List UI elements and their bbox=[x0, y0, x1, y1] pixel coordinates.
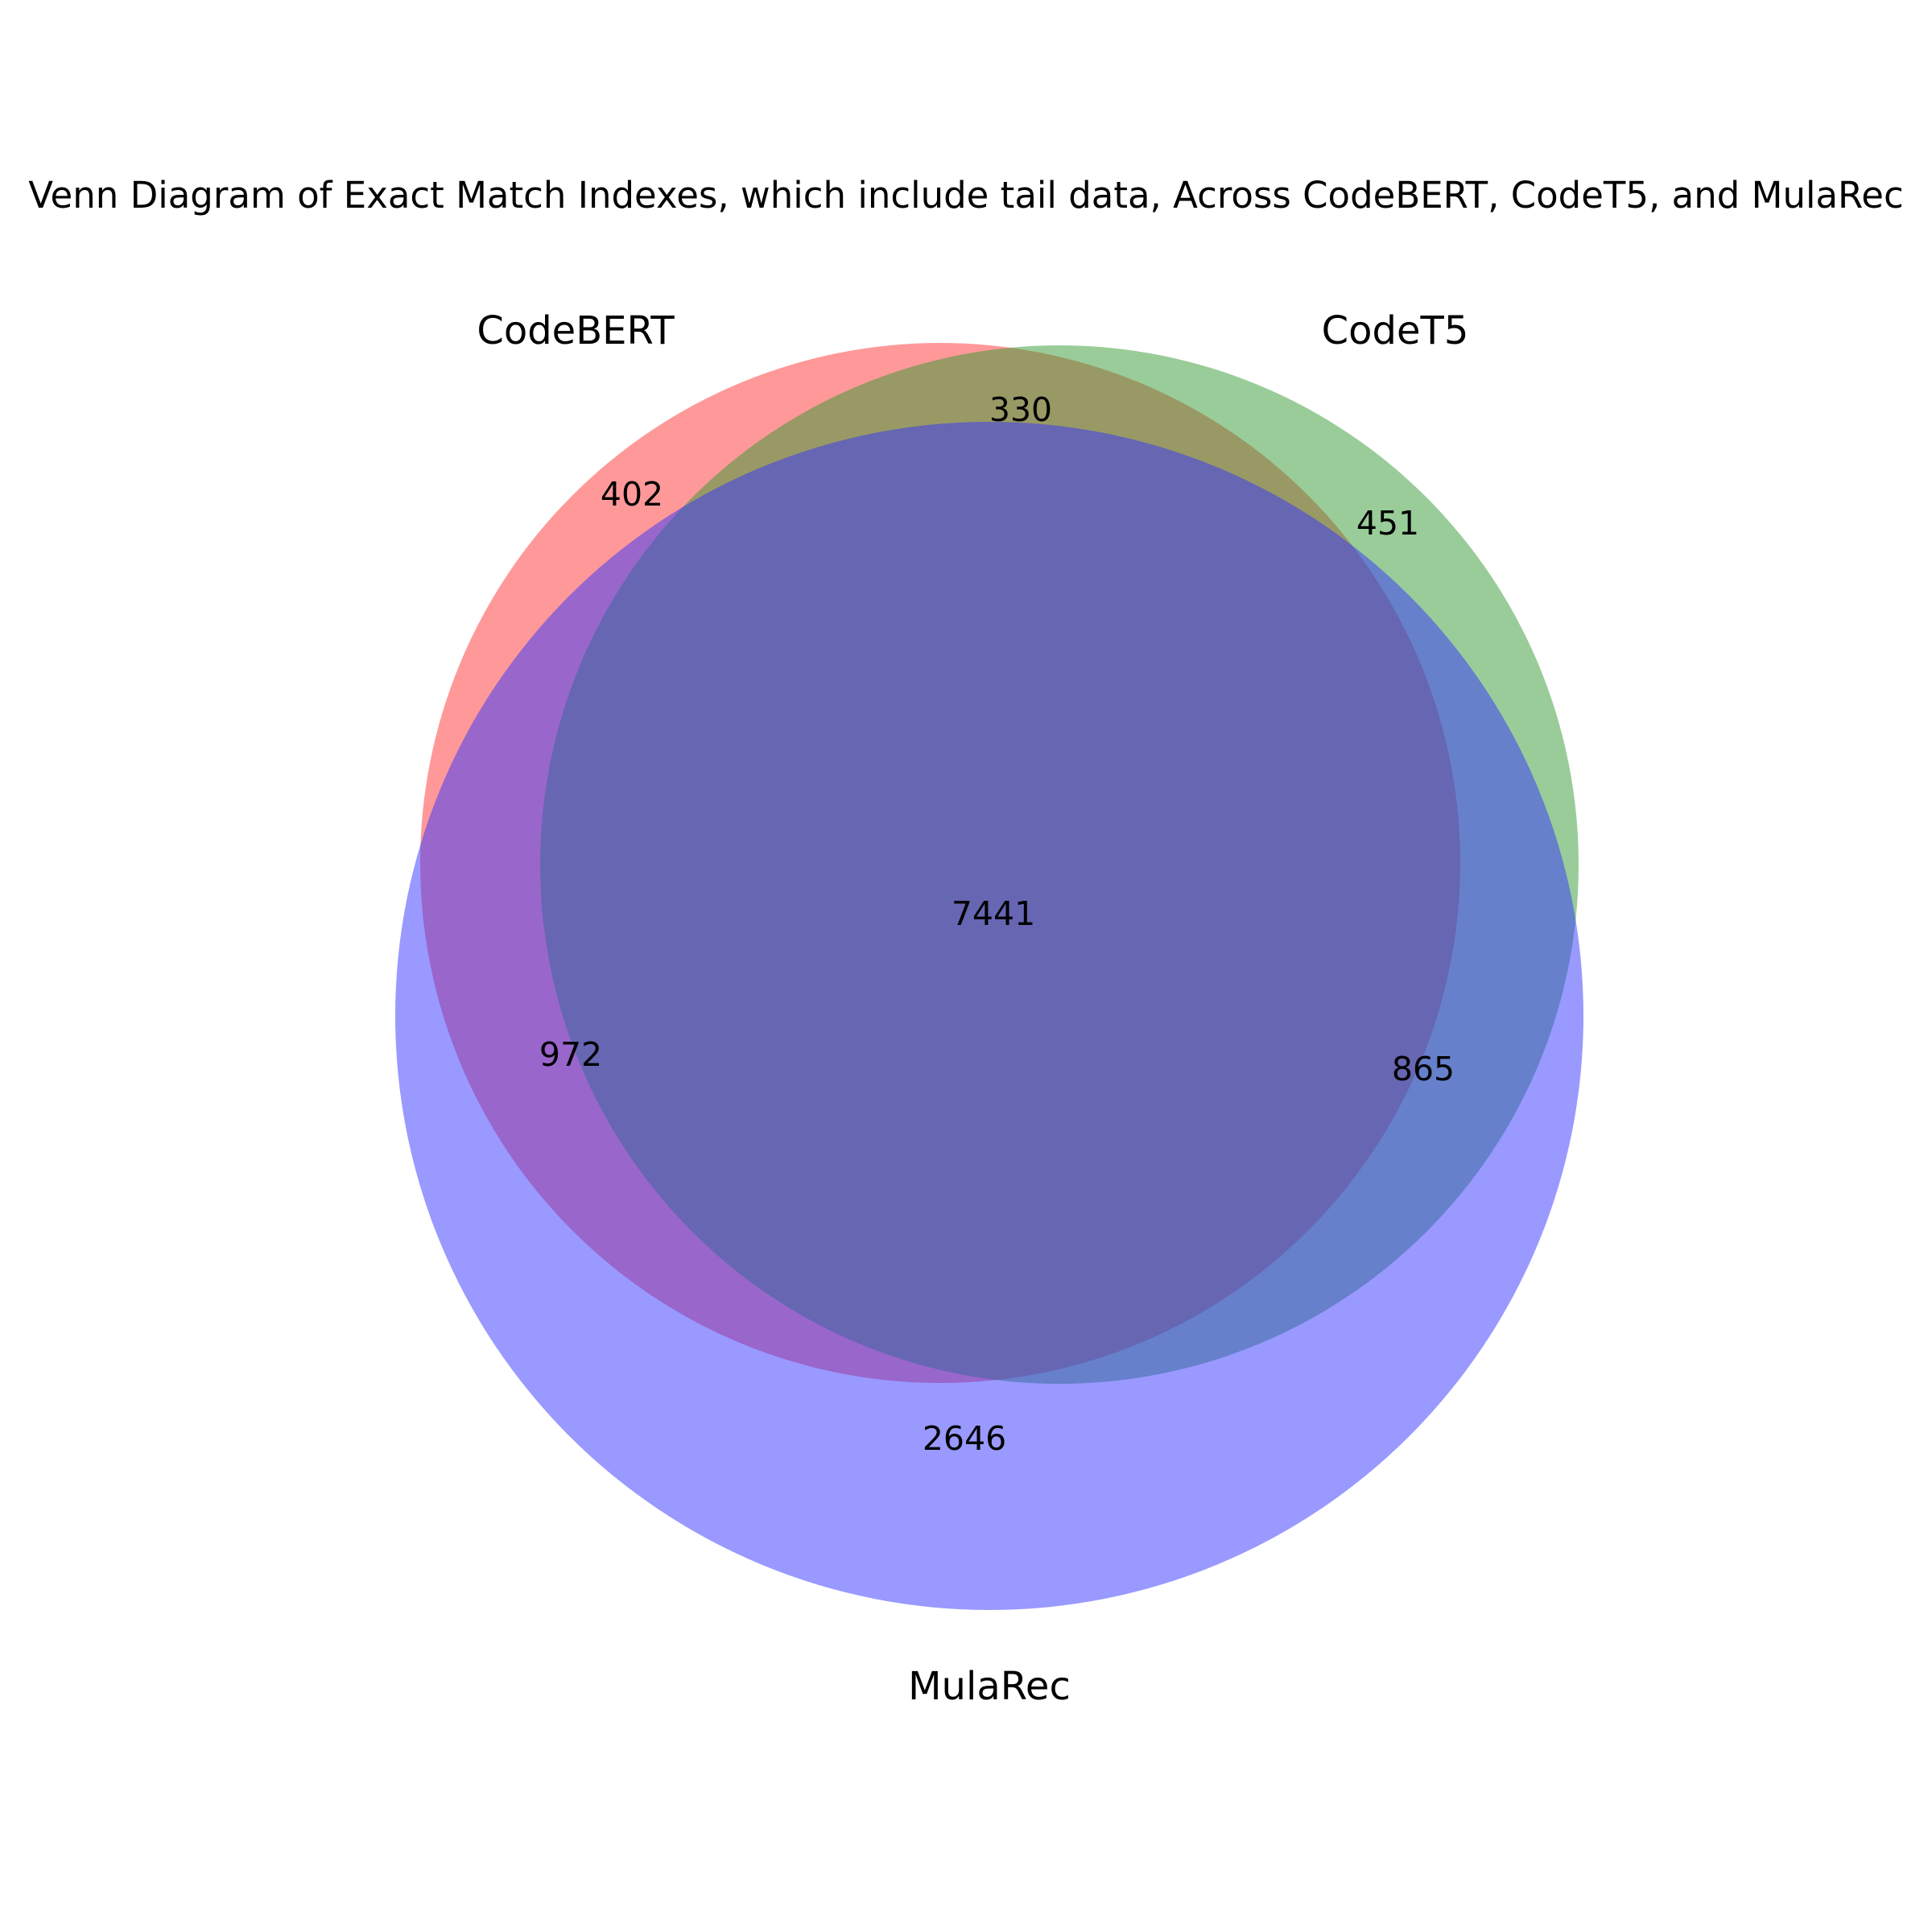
region-label-codet5-only: 451 bbox=[1356, 504, 1419, 543]
set-label-codet5: CodeT5 bbox=[1322, 308, 1469, 353]
region-label-codebert-only: 402 bbox=[601, 475, 663, 514]
region-label-all-three: 7441 bbox=[952, 894, 1035, 933]
region-label-mularec-only: 2646 bbox=[923, 1419, 1006, 1458]
mularec-circle bbox=[395, 422, 1583, 1610]
region-label-codebert-codet5: 330 bbox=[989, 390, 1052, 429]
region-label-codebert-mularec: 972 bbox=[539, 1035, 602, 1074]
set-label-codebert: CodeBERT bbox=[477, 308, 675, 353]
region-label-codet5-mularec: 865 bbox=[1392, 1050, 1455, 1088]
set-label-mularec: MulaRec bbox=[908, 1664, 1071, 1709]
diagram-title: Venn Diagram of Exact Match Indexes, whi… bbox=[28, 174, 1903, 217]
venn-circles bbox=[395, 343, 1583, 1610]
